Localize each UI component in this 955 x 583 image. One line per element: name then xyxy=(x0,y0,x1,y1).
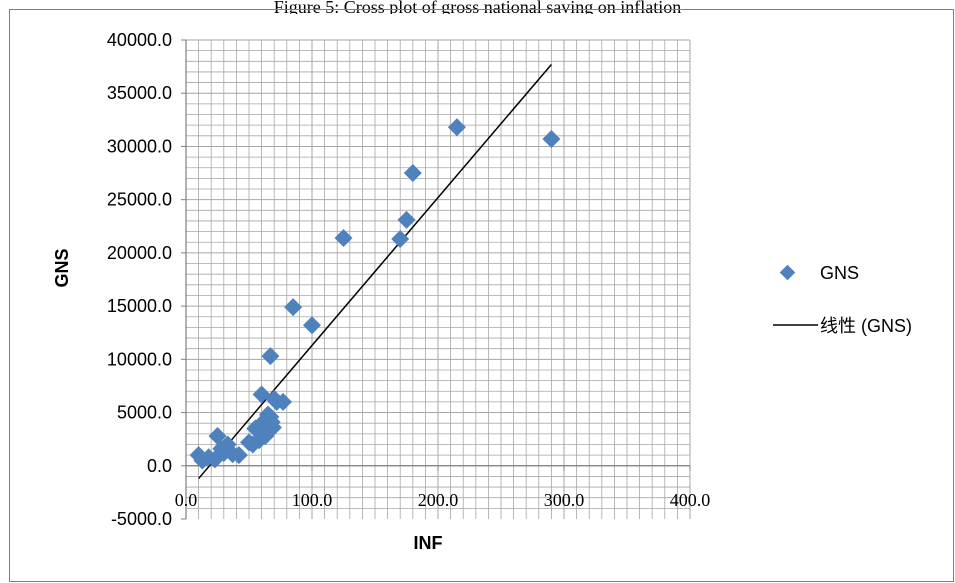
legend: GNS 线性 (GNS) xyxy=(773,263,912,336)
y-tick-label: -5000.0 xyxy=(111,509,172,529)
y-tick-label: 15000.0 xyxy=(107,296,172,316)
data-point xyxy=(397,210,416,229)
data-point xyxy=(542,129,561,148)
y-tick-label: 10000.0 xyxy=(107,349,172,369)
tick-labels: -5000.00.05000.010000.015000.020000.0250… xyxy=(107,30,710,529)
x-tick-label: 300.0 xyxy=(544,490,585,510)
y-tick-label: 30000.0 xyxy=(107,136,172,156)
data-points xyxy=(189,118,561,470)
axes xyxy=(181,39,691,520)
data-point xyxy=(447,118,466,137)
x-tick-label: 0.0 xyxy=(175,490,198,510)
x-tick-label: 400.0 xyxy=(670,490,711,510)
gridlines xyxy=(186,39,691,519)
data-point xyxy=(334,228,353,247)
y-tick-label: 0.0 xyxy=(147,456,172,476)
trendline xyxy=(198,63,552,480)
trend-line xyxy=(198,63,552,480)
y-tick-label: 20000.0 xyxy=(107,243,172,263)
y-tick-label: 40000.0 xyxy=(107,30,172,50)
y-tick-label: 25000.0 xyxy=(107,190,172,210)
legend-marker-icon xyxy=(779,264,796,281)
x-axis-title: INF xyxy=(414,533,443,553)
figure-title: Figure 5: Cross plot of gross national s… xyxy=(273,0,682,14)
y-tick-label: 5000.0 xyxy=(117,403,172,423)
data-point xyxy=(261,347,280,366)
y-axis-title: GNS xyxy=(52,248,72,287)
data-point xyxy=(303,316,321,335)
chart-frame xyxy=(9,9,954,582)
x-tick-label: 200.0 xyxy=(418,490,459,510)
legend-label-gns: GNS xyxy=(820,263,859,283)
legend-label-trend: 线性 (GNS) xyxy=(820,316,912,336)
data-point xyxy=(229,446,248,465)
data-point xyxy=(391,230,410,249)
data-point xyxy=(274,392,293,411)
data-point xyxy=(403,164,422,183)
x-tick-label: 100.0 xyxy=(292,490,333,510)
data-point xyxy=(263,418,282,437)
data-point xyxy=(284,298,303,317)
y-tick-label: 35000.0 xyxy=(107,83,172,103)
